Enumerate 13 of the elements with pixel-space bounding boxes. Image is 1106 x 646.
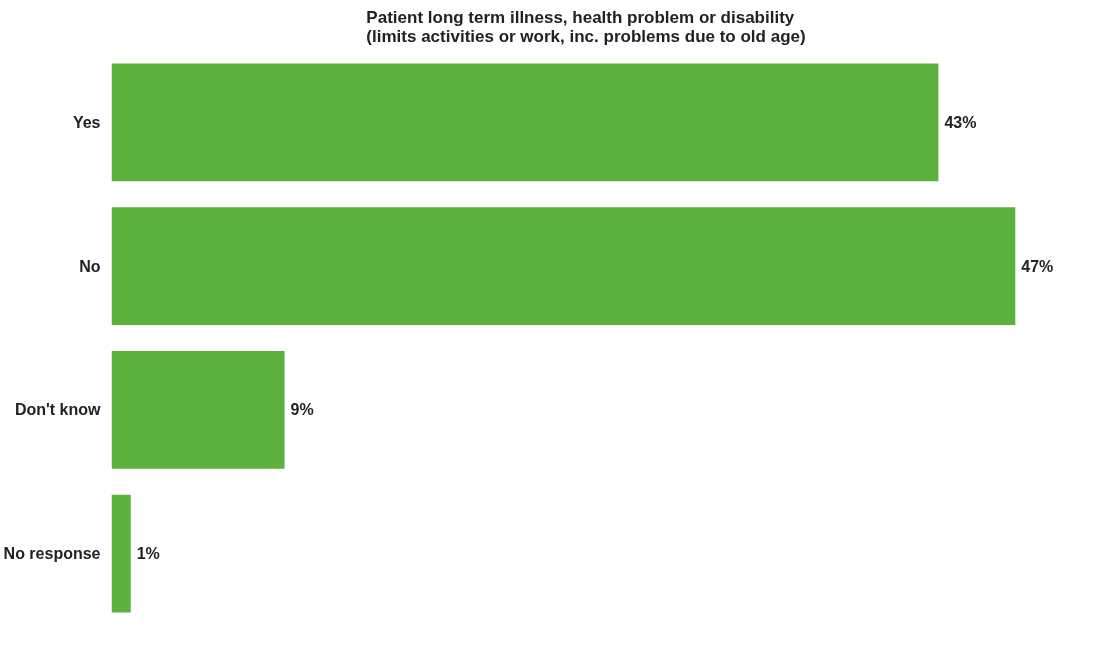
y-tick-label: No [79,257,101,275]
chart-title: Patient long term illness, health problem or disability (limits activities or work, inc. problems due to old age) [366,7,806,46]
data-label: 1% [136,545,160,563]
data-label: 43% [944,113,977,131]
y-tick-label: No response [3,545,101,563]
bar [111,494,131,613]
bar [111,63,939,182]
data-label: 9% [290,401,314,419]
y-tick-label: Don't know [14,401,102,419]
data-label: 47% [1021,257,1054,275]
bar [111,207,1016,326]
y-tick-label: Yes [72,113,101,131]
bar [111,350,285,469]
